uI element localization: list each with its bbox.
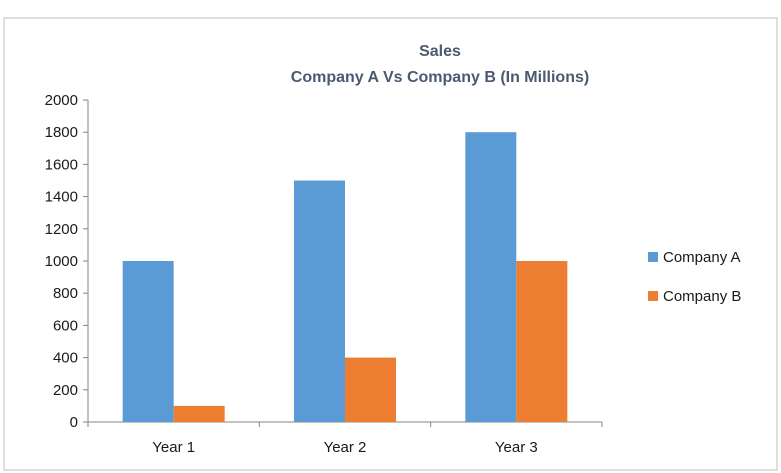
bar-company-b-1: [173, 405, 225, 422]
y-tick-label: 400: [53, 350, 78, 367]
bar-company-a-3: [465, 132, 517, 422]
legend: Company A Company B: [648, 249, 741, 305]
y-axis: 0 200 400 600 800 1000 1200 1400 1600 1800 2000: [45, 92, 89, 431]
x-tick-label: Year 1: [152, 439, 195, 456]
y-tick-label: 1200: [45, 221, 78, 238]
y-tick-label: 1600: [45, 156, 78, 173]
legend-swatch-company-b: [648, 291, 658, 301]
y-tick-label: 200: [53, 382, 78, 399]
y-tick-label: 1800: [45, 124, 78, 141]
legend-label-company-b: Company B: [663, 288, 741, 305]
y-tick-label: 1400: [45, 189, 78, 206]
y-tick-label: 0: [70, 414, 78, 431]
y-tick-label: 600: [53, 317, 78, 334]
x-tick-label: Year 2: [324, 439, 367, 456]
bar-company-b-3: [516, 261, 568, 422]
y-tick-label: 2000: [45, 92, 78, 109]
legend-label-company-a: Company A: [663, 249, 741, 266]
x-tick-label: Year 3: [495, 439, 538, 456]
bar-company-b-2: [345, 357, 396, 422]
chart-subtitle: Company A Vs Company B (In Millions): [291, 69, 589, 86]
chart-title: Sales: [419, 43, 461, 60]
bar-company-a-1: [122, 261, 174, 422]
y-tick-label: 800: [53, 285, 78, 302]
legend-swatch-company-a: [648, 252, 658, 262]
bar-company-a-2: [294, 180, 345, 422]
y-tick-label: 1000: [45, 253, 78, 270]
bars: [122, 132, 568, 422]
